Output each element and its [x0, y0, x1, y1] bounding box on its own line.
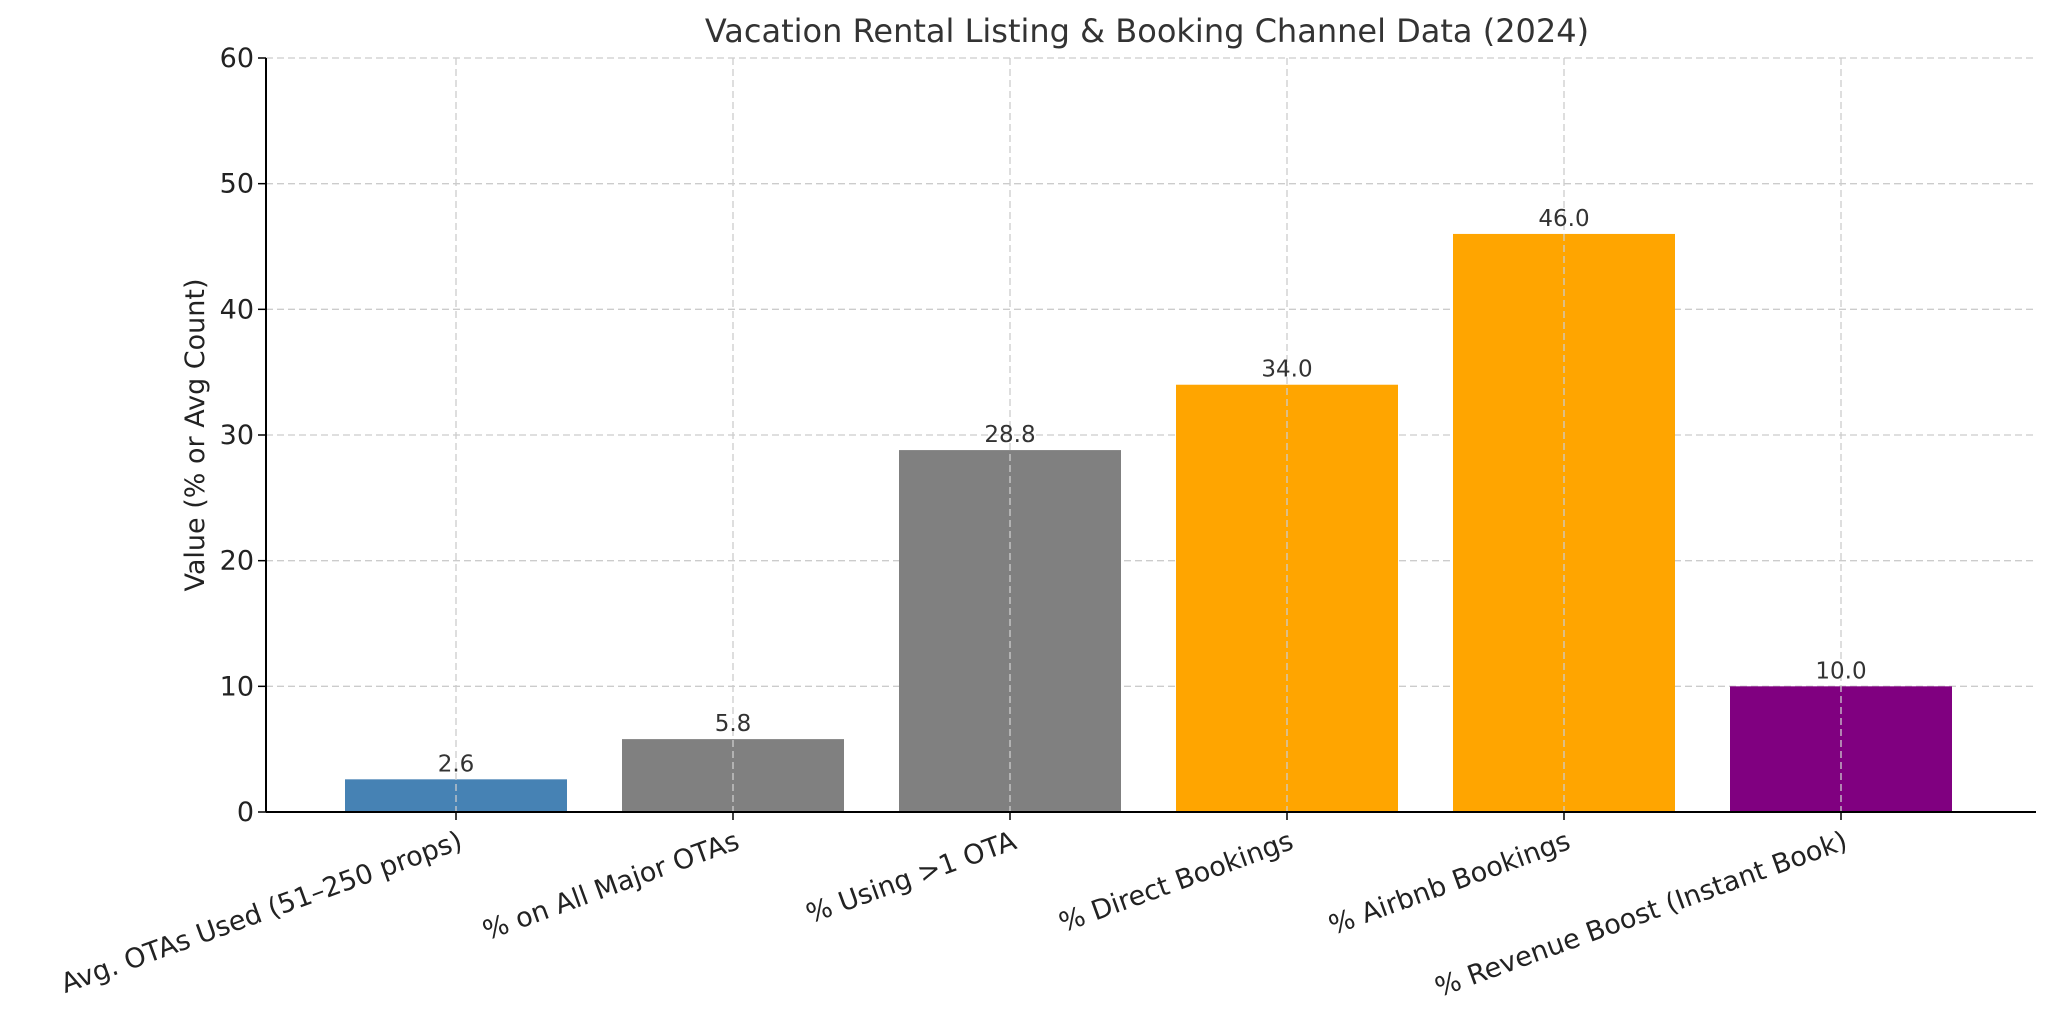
bars: [345, 233, 1952, 812]
y-tick-label: 20: [220, 546, 254, 577]
data-label: 28.8: [984, 422, 1035, 448]
data-labels: 2.6 5.8 28.8 34.0 46.0 10.0: [438, 58, 1867, 812]
bar: [1730, 686, 1952, 812]
data-label: 5.8: [715, 711, 752, 737]
y-ticks: 0 10 20 30 40 50 60: [220, 43, 266, 828]
y-tick-label: 50: [220, 169, 254, 200]
data-label: 46.0: [1538, 206, 1589, 232]
y-tick-label: 10: [220, 671, 254, 702]
x-tick-label: % Using >1 OTA: [802, 825, 1021, 930]
x-tick-label: % on All Major OTAs: [479, 825, 744, 947]
y-tick-label: 0: [237, 797, 254, 828]
y-tick-label: 40: [220, 294, 254, 325]
y-tick-label: 30: [220, 420, 254, 451]
chart-title: Vacation Rental Listing & Booking Channe…: [705, 12, 1589, 50]
data-label: 34.0: [1261, 357, 1312, 383]
data-label: 10.0: [1815, 658, 1866, 684]
y-tick-label: 60: [220, 43, 254, 74]
grid: [266, 57, 2036, 687]
y-axis-label: Value (% or Avg Count): [180, 278, 211, 591]
x-tick-label: % Direct Bookings: [1055, 825, 1297, 939]
x-tick-label: % Airbnb Bookings: [1325, 825, 1575, 941]
x-tick-label: Avg. OTAs Used (51–250 props): [57, 825, 467, 999]
data-label: 2.6: [438, 751, 475, 777]
x-ticks: Avg. OTAs Used (51–250 props)% on All Ma…: [57, 812, 1851, 1004]
